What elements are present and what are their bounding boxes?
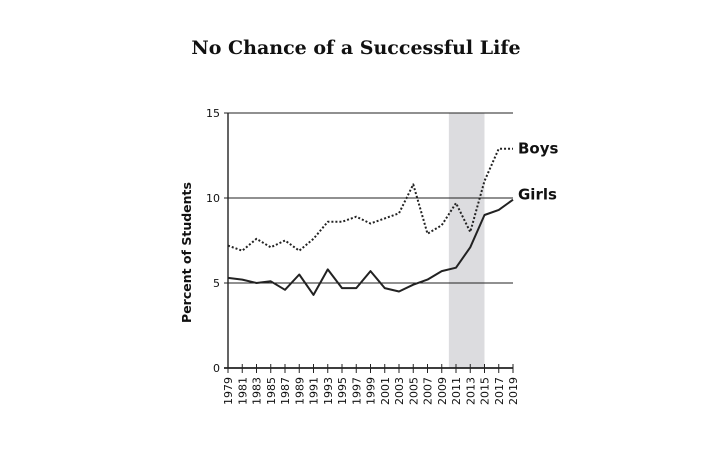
x-tick-label: 1993 xyxy=(322,377,335,405)
x-tick-label: 2019 xyxy=(507,377,520,405)
series-label-girls: Girls xyxy=(518,186,557,204)
y-tick-label: 10 xyxy=(206,192,220,205)
y-tick-label: 5 xyxy=(213,277,220,290)
series-line-boys xyxy=(227,147,513,252)
x-tick-label: 2007 xyxy=(422,377,435,405)
x-tick-label: 1985 xyxy=(265,377,278,405)
x-tick-label: 2011 xyxy=(450,377,463,405)
y-tick-label: 0 xyxy=(213,362,220,375)
x-tick-label: 1997 xyxy=(350,377,363,405)
x-tick-label: 2005 xyxy=(407,377,420,405)
x-tick-label: 2013 xyxy=(464,377,477,405)
chart-title: No Chance of a Successful Life xyxy=(191,37,521,59)
x-tick-label: 1995 xyxy=(336,377,349,405)
x-tick-label: 1987 xyxy=(279,377,292,405)
y-axis-label: Percent of Students xyxy=(179,182,194,323)
y-tick-label: 15 xyxy=(206,107,220,120)
x-tick-label: 2017 xyxy=(493,377,506,405)
x-tick-label: 2015 xyxy=(479,377,492,405)
x-tick-label: 2009 xyxy=(436,377,449,405)
x-tick-label: 1999 xyxy=(365,377,378,405)
shaded-period xyxy=(448,113,485,368)
x-tick-label: 1989 xyxy=(293,377,306,405)
series-label-boys: Boys xyxy=(518,140,559,158)
x-tick-label: 1991 xyxy=(308,377,321,405)
x-tick-label: 1983 xyxy=(251,377,264,405)
x-tick-label: 2001 xyxy=(379,377,392,405)
x-tick-label: 1979 xyxy=(222,377,235,405)
x-tick-label: 1981 xyxy=(236,377,249,405)
series-line-girls xyxy=(227,198,514,296)
x-tick-label: 2003 xyxy=(393,377,406,405)
